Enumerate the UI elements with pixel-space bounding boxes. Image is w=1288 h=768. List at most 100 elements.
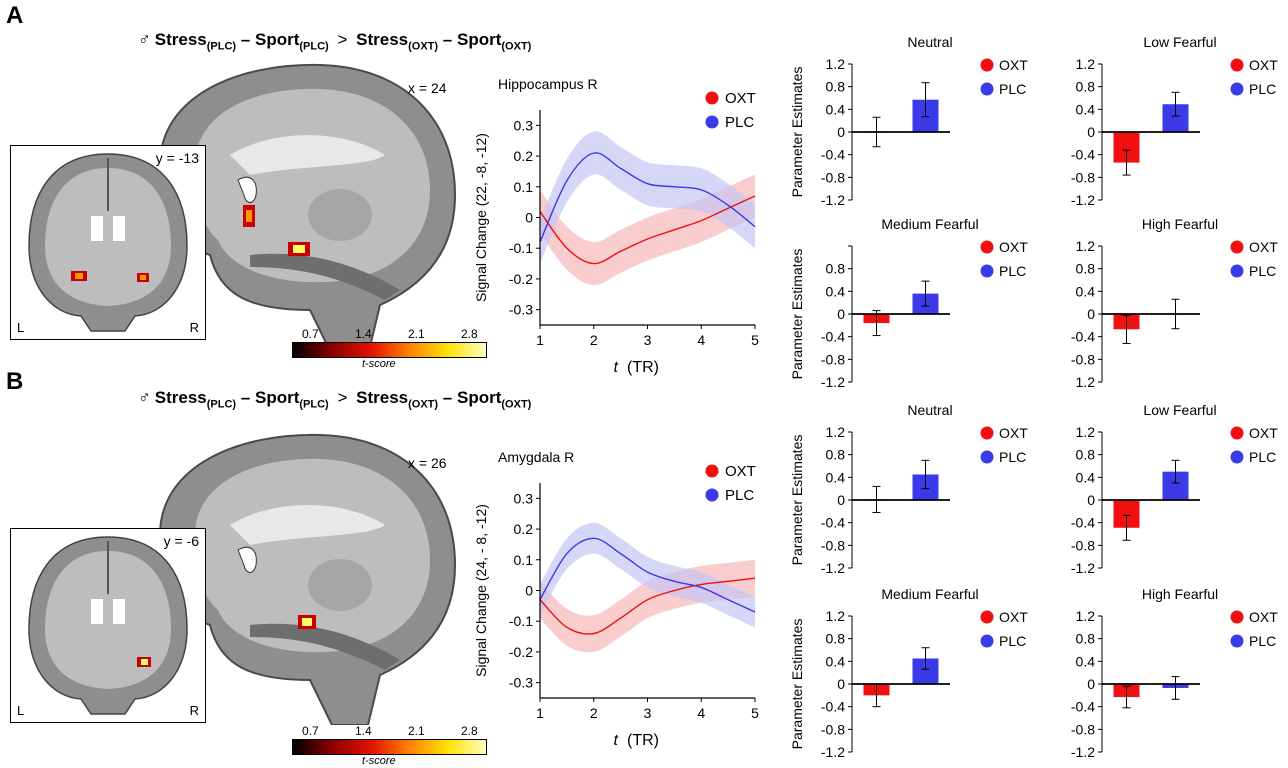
y-tick-label: -0.2	[509, 644, 533, 660]
chart-title: High Fearful	[1142, 586, 1218, 602]
term-sub: (OXT)	[501, 398, 532, 411]
legend-marker-plc	[705, 488, 719, 502]
coronal-inset-b: y = -6 L R	[10, 528, 206, 723]
error-band-plc	[540, 131, 755, 264]
y-tick-label: -1.2	[1071, 744, 1095, 760]
greater-than: >	[337, 388, 348, 407]
legend-marker-oxt	[980, 610, 994, 624]
y-tick-label: -0.4	[1071, 515, 1095, 531]
y-tick-label: 0	[1087, 306, 1095, 322]
y-tick-label: 0	[525, 583, 533, 599]
y-tick-label: 1.2	[1076, 374, 1096, 390]
legend-marker-plc	[980, 82, 994, 96]
bar-chart-b-low-fearful: 1.2 0.8 0.4 0 -0.4 -0.8 -1.2 Low Fearful OXT PLC	[1071, 402, 1278, 576]
legend-marker-plc	[980, 450, 994, 464]
coronal-coordinate-label: y = -6	[163, 533, 199, 549]
colorbar-tick: 2.8	[461, 327, 478, 341]
y-tick-label: -0.4	[1071, 329, 1095, 345]
chart-title: Hippocampus R	[498, 76, 598, 92]
legend-label-plc: PLC	[725, 114, 754, 131]
y-tick-label: 0.4	[1076, 283, 1096, 299]
y-tick-label: -0.3	[509, 302, 533, 318]
legend-marker-oxt	[980, 240, 994, 254]
y-tick-label: 0.8	[826, 631, 846, 647]
y-axis-label: Parameter Estimates	[789, 67, 805, 198]
x-tick-label: 3	[644, 705, 652, 721]
y-tick-label: 1.2	[1076, 56, 1096, 72]
term: Sport	[457, 388, 502, 407]
y-tick-label: -0.4	[821, 329, 845, 345]
legend-label-oxt: OXT	[999, 57, 1028, 73]
colorbar-tick: 2.8	[461, 724, 478, 738]
bar-chart-a-low-fearful: 1.2 0.8 0.4 0 -0.4 -0.8 -1.2 Low Fearful OXT PLC	[1071, 34, 1278, 208]
legend-label-oxt: OXT	[725, 463, 756, 480]
x-axis-label-unit: (TR)	[627, 359, 659, 376]
legend-marker-plc	[980, 634, 994, 648]
legend-label-plc: PLC	[1249, 633, 1276, 649]
y-tick-label: -1.2	[821, 744, 845, 760]
y-axis-label: Signal Change (24, - 8, -12)	[473, 504, 489, 677]
y-axis-label: Signal Change (22, -8, -12)	[473, 133, 489, 302]
legend-marker-plc	[980, 264, 994, 278]
term-sub: (PLC)	[299, 40, 329, 53]
y-tick-label: 0.3	[514, 117, 534, 133]
y-tick-label: 0	[837, 306, 845, 322]
left-hemisphere-label: L	[17, 320, 25, 335]
y-tick-label: -1.2	[821, 560, 845, 576]
term-sub: (PLC)	[206, 40, 237, 53]
y-tick-label: -0.8	[1071, 721, 1095, 737]
legend-label-oxt: OXT	[725, 90, 756, 107]
y-tick-label: 0	[1087, 124, 1095, 140]
contrast-title-b: ♂ Stress(PLC) – Sport(PLC) > Stress(OXT) …	[138, 388, 531, 410]
legend-label-oxt: OXT	[999, 609, 1028, 625]
chart-title: Medium Fearful	[881, 586, 978, 602]
y-tick-label: -0.4	[821, 147, 845, 163]
x-tick-label: 3	[644, 332, 652, 348]
y-tick-label: -0.8	[821, 351, 845, 367]
y-tick-label: 0.1	[514, 179, 534, 195]
colorbar-tick: 2.1	[408, 724, 425, 738]
series-line-oxt	[539, 577, 756, 635]
right-hemisphere-label: R	[189, 320, 199, 335]
colorbar-tick: 2.1	[408, 327, 425, 341]
minus: –	[240, 30, 251, 49]
y-tick-label: 0	[1087, 492, 1095, 508]
chart-title: Medium Fearful	[881, 216, 978, 232]
y-axis-label: Parameter Estimates	[789, 619, 805, 750]
x-axis-label-unit: (TR)	[627, 732, 659, 749]
y-tick-label: 0.2	[514, 521, 534, 537]
timecourse-chart-amygdala: 0.3 0.2 0.1 0 -0.1 -0.2 -0.31 2 3 4 5 Amygdala R t (T…	[473, 449, 759, 749]
term: Sport	[255, 30, 300, 49]
y-tick-label: 0.2	[514, 148, 534, 164]
minus: –	[442, 388, 453, 407]
x-tick-label: 2	[590, 705, 598, 721]
series-line-oxt	[539, 195, 756, 265]
y-tick-label: -0.3	[509, 675, 533, 691]
legend-marker-oxt	[1230, 426, 1244, 440]
chart-title: Low Fearful	[1143, 34, 1216, 50]
x-tick-label: 5	[751, 332, 759, 348]
coronal-brain-image-b	[28, 536, 188, 715]
y-tick-label: 0	[525, 210, 533, 226]
y-tick-label: -0.8	[821, 537, 845, 553]
sagittal-brain-image-a	[100, 55, 480, 355]
bar-chart-a-medium-fearful: 0.8 0.4 0 -0.4 -0.8 -1.2 Medium Fearful Paramet…	[789, 216, 1028, 390]
term: Stress	[356, 388, 409, 407]
y-tick-label: -1.2	[821, 374, 845, 390]
legend-marker-oxt	[1230, 610, 1244, 624]
y-tick-label: 0.4	[826, 469, 846, 485]
bar-chart-a-neutral: 1.2 0.8 0.4 0 -0.4 -0.8 -1.2 Neutral Parameter E…	[789, 34, 1028, 208]
x-tick-label: 2	[590, 332, 598, 348]
y-tick-label: 1.2	[826, 608, 846, 624]
bar-chart-b-high-fearful: 1.2 0.8 0.4 0 -0.4 -0.8 -1.2 High Fearful OXT PLC	[1071, 586, 1278, 760]
chart-title: High Fearful	[1142, 216, 1218, 232]
y-tick-label: 0	[1087, 676, 1095, 692]
left-hemisphere-label: L	[17, 703, 25, 718]
y-tick-label: 0.8	[1076, 447, 1096, 463]
y-tick-label: 0.4	[1076, 653, 1096, 669]
chart-title: Amygdala R	[498, 449, 574, 465]
x-tick-label: 5	[751, 705, 759, 721]
colorbar-title: t-score	[362, 358, 396, 370]
panel-letter-a: A	[6, 2, 24, 29]
greater-than: >	[337, 30, 348, 49]
